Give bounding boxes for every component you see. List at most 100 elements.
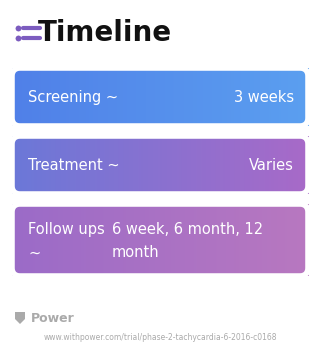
Bar	[208, 68, 210, 126]
Bar	[116, 136, 117, 194]
Bar	[252, 136, 254, 194]
Bar	[267, 136, 268, 194]
Bar	[140, 68, 141, 126]
Bar	[122, 204, 124, 276]
Bar	[55, 204, 56, 276]
Bar	[107, 68, 108, 126]
Bar	[41, 68, 42, 126]
Bar	[84, 204, 86, 276]
Bar	[43, 68, 44, 126]
Bar	[113, 68, 115, 126]
Bar	[118, 204, 119, 276]
Bar	[79, 136, 81, 194]
Bar	[12, 68, 13, 126]
Bar	[185, 204, 187, 276]
Bar	[40, 204, 41, 276]
Bar	[204, 68, 205, 126]
Bar	[298, 204, 300, 276]
Bar	[134, 204, 135, 276]
Bar	[284, 68, 286, 126]
Bar	[198, 68, 200, 126]
Bar	[14, 68, 15, 126]
Bar	[55, 68, 56, 126]
Bar	[44, 136, 45, 194]
Bar	[199, 204, 201, 276]
Bar	[120, 68, 121, 126]
Bar	[89, 204, 91, 276]
Bar	[107, 136, 108, 194]
Bar	[202, 136, 204, 194]
Bar	[123, 136, 124, 194]
Bar	[25, 68, 26, 126]
Bar	[244, 204, 245, 276]
Bar	[193, 68, 195, 126]
Bar	[217, 68, 219, 126]
Bar	[146, 204, 147, 276]
Bar	[159, 204, 161, 276]
Bar	[165, 204, 167, 276]
Bar	[258, 68, 259, 126]
Bar	[108, 204, 109, 276]
Bar	[83, 136, 85, 194]
Bar	[68, 204, 69, 276]
Bar	[98, 136, 100, 194]
Bar	[300, 136, 301, 194]
Bar	[131, 136, 132, 194]
Bar	[223, 68, 224, 126]
Bar	[215, 68, 216, 126]
Bar	[48, 68, 49, 126]
Bar	[36, 68, 37, 126]
Bar	[213, 68, 214, 126]
Bar	[60, 204, 62, 276]
Bar	[279, 136, 281, 194]
Bar	[134, 68, 135, 126]
Bar	[95, 204, 97, 276]
Bar	[287, 136, 289, 194]
Bar	[260, 136, 262, 194]
Bar	[170, 136, 172, 194]
Bar	[202, 68, 204, 126]
Bar	[281, 204, 283, 276]
Bar	[84, 68, 86, 126]
Bar	[126, 204, 127, 276]
Bar	[75, 68, 77, 126]
Bar	[258, 204, 259, 276]
Text: Varies: Varies	[249, 158, 294, 172]
Bar	[272, 136, 274, 194]
Bar	[41, 136, 42, 194]
Bar	[31, 204, 32, 276]
Bar	[117, 136, 118, 194]
Bar	[147, 136, 148, 194]
Bar	[100, 68, 101, 126]
Bar	[133, 136, 134, 194]
Bar	[23, 204, 24, 276]
Text: www.withpower.com/trial/phase-2-tachycardia-6-2016-c0168: www.withpower.com/trial/phase-2-tachycar…	[43, 333, 277, 342]
Bar	[129, 68, 130, 126]
Bar	[220, 68, 221, 126]
Bar	[151, 204, 152, 276]
Bar	[25, 204, 26, 276]
Bar	[252, 204, 254, 276]
Bar	[204, 204, 205, 276]
Bar	[140, 136, 141, 194]
Bar	[208, 204, 210, 276]
Bar	[307, 136, 308, 194]
Bar	[267, 204, 268, 276]
Bar	[301, 136, 302, 194]
Bar	[253, 204, 255, 276]
Bar	[166, 68, 168, 126]
Bar	[29, 136, 30, 194]
Bar	[163, 68, 164, 126]
Bar	[274, 204, 276, 276]
Bar	[290, 204, 292, 276]
Bar	[67, 136, 68, 194]
Bar	[156, 136, 157, 194]
Bar	[278, 136, 280, 194]
Bar	[233, 68, 234, 126]
Bar	[185, 136, 187, 194]
Bar	[303, 68, 305, 126]
Bar	[295, 136, 297, 194]
Bar	[209, 68, 211, 126]
Bar	[284, 204, 286, 276]
Bar	[274, 68, 276, 126]
